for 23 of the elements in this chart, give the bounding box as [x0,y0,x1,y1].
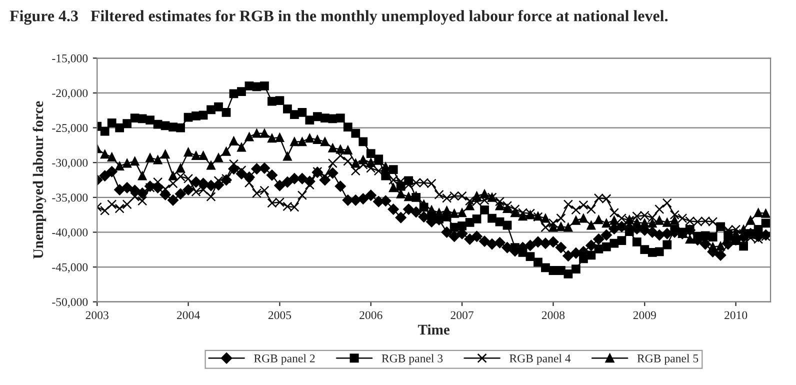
y-tick-label: -35,000 [52,194,88,204]
x-tick-label: 2003 [86,311,108,320]
y-axis-title: Unemployed labour force [32,101,46,259]
legend-label: RGB panel 5 [637,354,698,365]
legend-label: RGB panel 4 [510,354,571,365]
y-tick-label: -20,000 [52,89,88,99]
y-tick-label: -40,000 [52,228,88,238]
y-tick-label: -30,000 [52,158,88,168]
x-tick-label: 2006 [360,311,382,320]
legend-label: RGB panel 3 [382,354,443,365]
x-axis-title: Time [418,324,450,335]
y-tick-label: -50,000 [52,298,88,308]
x-tick-label: 2005 [268,311,292,320]
y-tick-label: -25,000 [52,124,88,134]
y-tick-label: -45,000 [52,263,88,273]
x-tick-label: 2007 [450,311,474,320]
x-tick-label: 2009 [633,311,656,320]
chart-title: Figure 4.3 Filtered estimates for RGB in the monthly unemployed labour force at national level. [10,10,668,25]
x-tick-label: 2004 [176,311,200,320]
x-tick-label: 2008 [542,311,565,320]
legend-label: RGB panel 2 [254,354,315,365]
x-tick-label: 2010 [724,311,748,320]
y-tick-label: -15,000 [52,54,88,64]
